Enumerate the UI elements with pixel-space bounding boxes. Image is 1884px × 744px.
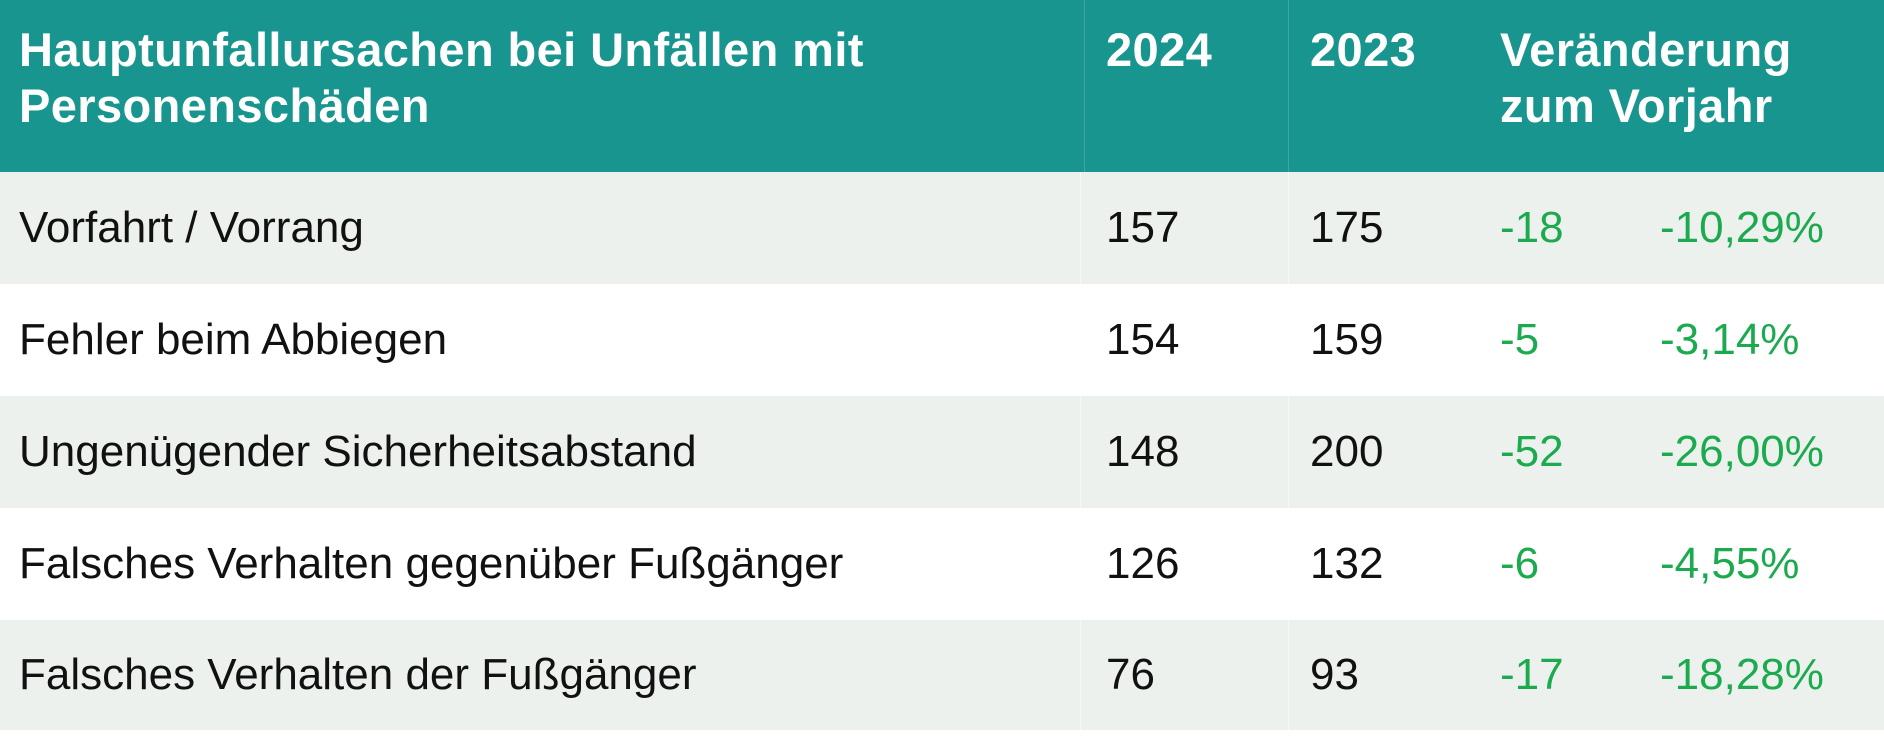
header-change-line1: Veränderung	[1500, 23, 1792, 76]
header-change: Veränderung zum Vorjahr	[1500, 22, 1792, 134]
value-2024-cell: 157	[1106, 203, 1180, 252]
column-divider	[1288, 396, 1289, 508]
header-cause: Hauptunfallursachen bei Unfällen mit Per…	[19, 22, 864, 134]
column-divider	[1080, 172, 1081, 284]
change-absolute-cell: -17	[1500, 650, 1564, 699]
change-percent-cell: -26,00%	[1660, 427, 1824, 476]
header-divider	[1084, 0, 1085, 172]
cause-cell: Falsches Verhalten der Fußgänger	[19, 650, 697, 699]
column-divider	[1080, 620, 1081, 730]
value-2024-cell: 154	[1106, 315, 1180, 364]
change-absolute-cell: -52	[1500, 427, 1564, 476]
table-row: Falsches Verhalten der Fußgänger 76 93 -…	[0, 620, 1884, 730]
table-row: Vorfahrt / Vorrang 157 175 -18 -10,29%	[0, 172, 1884, 284]
cause-cell: Vorfahrt / Vorrang	[19, 203, 364, 252]
table-row: Fehler beim Abbiegen 154 159 -5 -3,14%	[0, 284, 1884, 396]
header-year-2024: 2024	[1106, 23, 1213, 76]
cause-cell: Fehler beim Abbiegen	[19, 315, 448, 364]
change-percent-cell: -18,28%	[1660, 650, 1824, 699]
column-divider	[1080, 396, 1081, 508]
value-2024-cell: 148	[1106, 427, 1180, 476]
value-2024-cell: 126	[1106, 539, 1180, 588]
change-absolute-cell: -5	[1500, 315, 1540, 364]
change-absolute-cell: -18	[1500, 203, 1564, 252]
change-percent-cell: -4,55%	[1660, 539, 1800, 588]
cause-cell: Falsches Verhalten gegenüber Fußgänger	[19, 539, 844, 588]
header-year-2023: 2023	[1310, 23, 1417, 76]
table-row: Ungenügender Sicherheitsabstand 148 200 …	[0, 396, 1884, 508]
value-2023-cell: 200	[1310, 427, 1384, 476]
change-absolute-cell: -6	[1500, 539, 1540, 588]
header-cause-line1: Hauptunfallursachen bei Unfällen mit	[19, 23, 864, 76]
column-divider	[1288, 620, 1289, 730]
change-percent-cell: -10,29%	[1660, 203, 1824, 252]
column-divider	[1288, 172, 1289, 284]
cause-cell: Ungenügender Sicherheitsabstand	[19, 427, 697, 476]
header-change-line2: zum Vorjahr	[1500, 79, 1773, 132]
value-2023-cell: 93	[1310, 650, 1359, 699]
value-2023-cell: 175	[1310, 203, 1384, 252]
table-header: Hauptunfallursachen bei Unfällen mit Per…	[0, 0, 1884, 172]
header-cause-line2: Personenschäden	[19, 79, 430, 132]
table-row: Falsches Verhalten gegenüber Fußgänger 1…	[0, 508, 1884, 620]
value-2023-cell: 132	[1310, 539, 1384, 588]
change-percent-cell: -3,14%	[1660, 315, 1800, 364]
header-divider	[1288, 0, 1289, 172]
value-2024-cell: 76	[1106, 650, 1155, 699]
value-2023-cell: 159	[1310, 315, 1384, 364]
